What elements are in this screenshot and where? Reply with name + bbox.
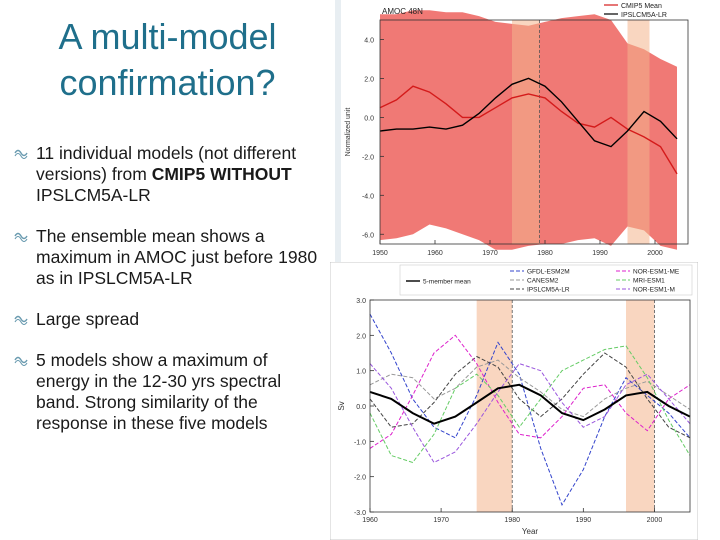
legend-label: IPSLCM5A-LR bbox=[621, 12, 667, 19]
series-line bbox=[369, 359, 691, 418]
x-tick-label: 1970 bbox=[433, 517, 449, 524]
y-axis-label: Normalized unit bbox=[345, 108, 352, 157]
series-line bbox=[369, 363, 691, 464]
y-tick-label: -2.0 bbox=[362, 154, 374, 161]
plot-frame bbox=[379, 19, 689, 245]
x-tick-label: 1970 bbox=[482, 250, 498, 257]
x-tick-label: 1990 bbox=[576, 517, 592, 524]
series-line bbox=[369, 345, 691, 464]
y-tick-label: 0.0 bbox=[356, 404, 366, 411]
bullet-text: The ensemble mean shows a maximum in AMO… bbox=[36, 226, 318, 288]
legend-label: NOR-ESM1-ME bbox=[633, 269, 680, 276]
highlight-band bbox=[626, 300, 655, 512]
highlight-band bbox=[476, 300, 513, 512]
y-tick-label: 0.0 bbox=[364, 115, 374, 122]
y-tick-label: -2.0 bbox=[354, 475, 366, 482]
chart-title: AMOC 48N bbox=[382, 7, 423, 16]
legend-box bbox=[399, 264, 693, 296]
x-tick-label: 1980 bbox=[537, 250, 553, 257]
bullet-bold-text: CMIP5 WITHOUT bbox=[151, 164, 292, 184]
x-axis-label: Year bbox=[522, 527, 539, 536]
y-tick-label: 2.0 bbox=[364, 76, 374, 83]
y-tick-label: -1.0 bbox=[354, 439, 366, 446]
legend-label: 5-member mean bbox=[423, 279, 471, 286]
highlight-band bbox=[627, 20, 650, 244]
bullet-list: 11 individual models (not different vers… bbox=[14, 143, 324, 434]
x-tick-label: 1960 bbox=[427, 250, 443, 257]
bullet-item: Large spread bbox=[14, 309, 324, 330]
y-tick-label: -3.0 bbox=[354, 510, 366, 517]
y-axis-label: Sv bbox=[337, 401, 346, 410]
x-tick-label: 1990 bbox=[592, 250, 608, 257]
series-line bbox=[369, 383, 691, 425]
bullet-wave-icon bbox=[14, 315, 28, 325]
x-tick-label: 1960 bbox=[362, 517, 378, 524]
bullet-text: Large spread bbox=[36, 309, 140, 329]
bullet-item: The ensemble mean shows a maximum in AMO… bbox=[14, 226, 324, 289]
bullet-item: 5 models show a maximum of energy in the… bbox=[14, 350, 324, 434]
bullet-wave-icon bbox=[14, 149, 28, 159]
series-line bbox=[379, 77, 678, 148]
bullet-text: 5 models show a maximum of energy in the… bbox=[36, 350, 282, 433]
y-tick-label: -6.0 bbox=[362, 232, 374, 239]
bullet-wave-icon bbox=[14, 232, 28, 242]
bullet-item: 11 individual models (not different vers… bbox=[14, 143, 324, 206]
y-tick-label: 3.0 bbox=[356, 298, 366, 305]
title-line-1: A multi-model bbox=[58, 16, 277, 57]
y-tick-label: -4.0 bbox=[362, 193, 374, 200]
x-tick-label: 1950 bbox=[372, 250, 388, 257]
legend-label: CMIP5 Mean bbox=[621, 3, 662, 10]
series-line bbox=[369, 313, 691, 507]
legend-label: MRI-ESM1 bbox=[633, 278, 665, 285]
x-tick-label: 2000 bbox=[647, 250, 663, 257]
series-line bbox=[369, 334, 691, 449]
x-tick-label: 1980 bbox=[504, 517, 520, 524]
bullet-text: IPSLCM5A-LR bbox=[36, 185, 151, 205]
legend-label: GFDL-ESM2M bbox=[527, 269, 570, 276]
series-line bbox=[369, 352, 691, 439]
amoc-48n-chart: 4.0 2.0 0.0 -2.0 -4.0 -6.0 1950 1960 1970 1980 199… bbox=[345, 3, 689, 257]
title-line-2: confirmation? bbox=[59, 62, 276, 103]
y-tick-label: 4.0 bbox=[364, 37, 374, 44]
legend-label: NOR-ESM1-M bbox=[633, 287, 675, 294]
y-tick-label: 2.0 bbox=[356, 333, 366, 340]
legend-label: CANESM2 bbox=[527, 278, 559, 285]
highlight-band bbox=[512, 20, 540, 244]
bullet-text: 11 individual models (not different vers… bbox=[36, 143, 297, 184]
legend-label: IPSLCM5A-LR bbox=[527, 287, 570, 294]
series-line bbox=[379, 85, 678, 175]
slide-title: A multi-model confirmation? bbox=[20, 14, 315, 106]
y-tick-label: 1.0 bbox=[356, 369, 366, 376]
bullet-wave-icon bbox=[14, 356, 28, 366]
x-tick-label: 2000 bbox=[647, 517, 663, 524]
